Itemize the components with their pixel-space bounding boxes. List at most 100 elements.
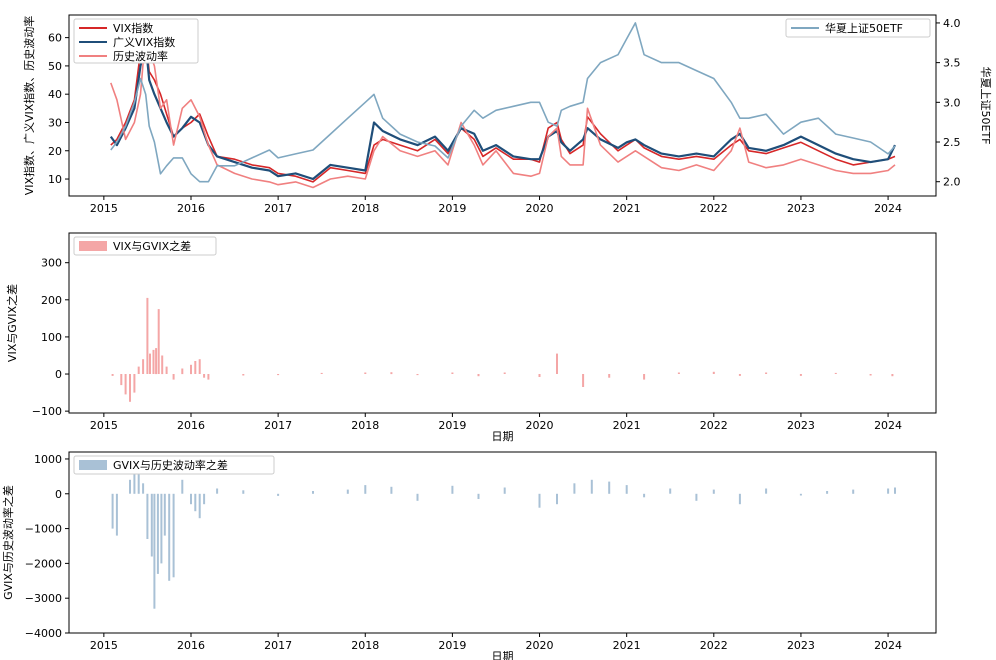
bar-1-15 — [181, 368, 184, 375]
bar-2-0 — [111, 493, 114, 529]
bar-2-28 — [477, 493, 480, 499]
bar-1-9 — [152, 349, 155, 374]
bar-2-16 — [194, 493, 197, 512]
bar-1-16 — [190, 364, 192, 375]
legend-label: VIX与GVIX之差 — [113, 239, 191, 253]
x-axis-label: 日期 — [492, 430, 514, 443]
legend-swatch — [79, 460, 107, 470]
bar-1-42 — [891, 374, 894, 377]
x-tick-label: 2018 — [351, 419, 379, 432]
bar-1-14 — [172, 374, 175, 380]
bar-2-23 — [346, 489, 349, 494]
bar-2-7 — [150, 493, 153, 557]
bar-2-36 — [643, 493, 646, 498]
legend-label: GVIX与历史波动率之差 — [113, 458, 228, 472]
series-line-2 — [110, 31, 896, 189]
bar-1-13 — [165, 366, 168, 374]
y-axis-label: GVIX与历史波动率之差 — [1, 485, 15, 600]
bar-1-27 — [451, 372, 454, 374]
legend-label: 历史波动率 — [113, 49, 168, 63]
x-tick-label: 2016 — [177, 202, 205, 215]
y-tick-label: 300 — [41, 257, 62, 270]
bar-1-11 — [157, 309, 160, 374]
y2-tick-label: 3.0 — [943, 96, 961, 109]
bar-2-5 — [142, 483, 145, 494]
bar-2-22 — [312, 491, 314, 494]
bar-2-44 — [852, 489, 855, 494]
y-tick-label: −3000 — [25, 592, 62, 605]
legend-right — [785, 18, 931, 38]
y-tick-label: 30 — [48, 116, 62, 129]
bar-1-19 — [203, 374, 206, 378]
bar-1-33 — [608, 374, 611, 378]
bar-2-37 — [669, 488, 672, 494]
plot-frame-0 — [68, 14, 937, 197]
bar-2-25 — [390, 486, 393, 494]
bar-1-39 — [799, 374, 802, 376]
x-tick-label: 2015 — [90, 419, 118, 432]
legend-label: VIX指数 — [113, 21, 153, 35]
x-tick-label: 2020 — [526, 202, 554, 215]
x-tick-label: 2023 — [787, 202, 815, 215]
bar-2-34 — [608, 481, 611, 494]
y-tick-label: 50 — [48, 60, 62, 73]
bar-1-36 — [712, 371, 715, 374]
bar-2-21 — [277, 493, 280, 496]
bar-2-3 — [133, 469, 136, 494]
x-tick-label: 2020 — [526, 639, 554, 652]
x-tick-label: 2015 — [90, 639, 118, 652]
bar-2-12 — [168, 493, 171, 581]
bar-2-41 — [765, 488, 768, 494]
bar-1-32 — [582, 374, 585, 387]
bar-1-0 — [111, 374, 114, 376]
bar-1-20 — [207, 374, 210, 380]
x-tick-label: 2023 — [787, 419, 815, 432]
bar-1-23 — [320, 372, 323, 374]
bar-2-19 — [216, 488, 219, 494]
x-tick-label: 2015 — [90, 202, 118, 215]
bar-2-35 — [625, 485, 628, 494]
y-axis-label: VIX指数、广义VIX指数、历史波动率 — [22, 16, 36, 196]
bar-1-12 — [161, 355, 164, 375]
x-tick-label: 2018 — [351, 639, 379, 652]
series-line-3 — [110, 22, 896, 183]
plot-frame-1 — [68, 232, 937, 414]
bar-2-2 — [129, 479, 131, 494]
bar-1-3 — [129, 374, 131, 402]
bar-1-6 — [142, 359, 145, 374]
x-tick-label: 2021 — [613, 639, 641, 652]
y-tick-label: 20 — [48, 145, 62, 158]
x-tick-label: 2022 — [700, 202, 728, 215]
y-tick-label: 0 — [55, 368, 62, 381]
bar-2-32 — [573, 483, 576, 494]
y-tick-label: 60 — [48, 32, 62, 45]
legend-left — [73, 18, 199, 64]
bar-2-18 — [203, 493, 206, 505]
x-tick-label: 2021 — [613, 202, 641, 215]
bar-2-39 — [712, 489, 715, 494]
bar-2-33 — [590, 479, 593, 494]
bar-2-13 — [172, 493, 175, 578]
legend-2 — [73, 455, 275, 475]
bar-1-26 — [416, 374, 419, 376]
bar-2-6 — [146, 493, 149, 539]
bar-1-38 — [765, 372, 768, 374]
bar-1-5 — [137, 366, 140, 374]
bar-2-8 — [153, 493, 156, 609]
bar-2-24 — [364, 485, 367, 494]
x-tick-label: 2019 — [438, 419, 466, 432]
bar-1-7 — [146, 297, 149, 374]
x-axis-label: 日期 — [492, 650, 514, 660]
bar-1-22 — [277, 374, 280, 376]
bar-1-18 — [198, 359, 201, 374]
x-tick-label: 2022 — [700, 639, 728, 652]
bar-2-10 — [160, 493, 163, 564]
y2-tick-label: 2.5 — [943, 136, 961, 149]
x-tick-label: 2022 — [700, 419, 728, 432]
bar-2-11 — [163, 493, 166, 536]
bar-2-14 — [181, 479, 184, 494]
bar-1-21 — [242, 374, 245, 376]
bar-1-29 — [503, 372, 506, 374]
bar-2-26 — [416, 493, 419, 501]
